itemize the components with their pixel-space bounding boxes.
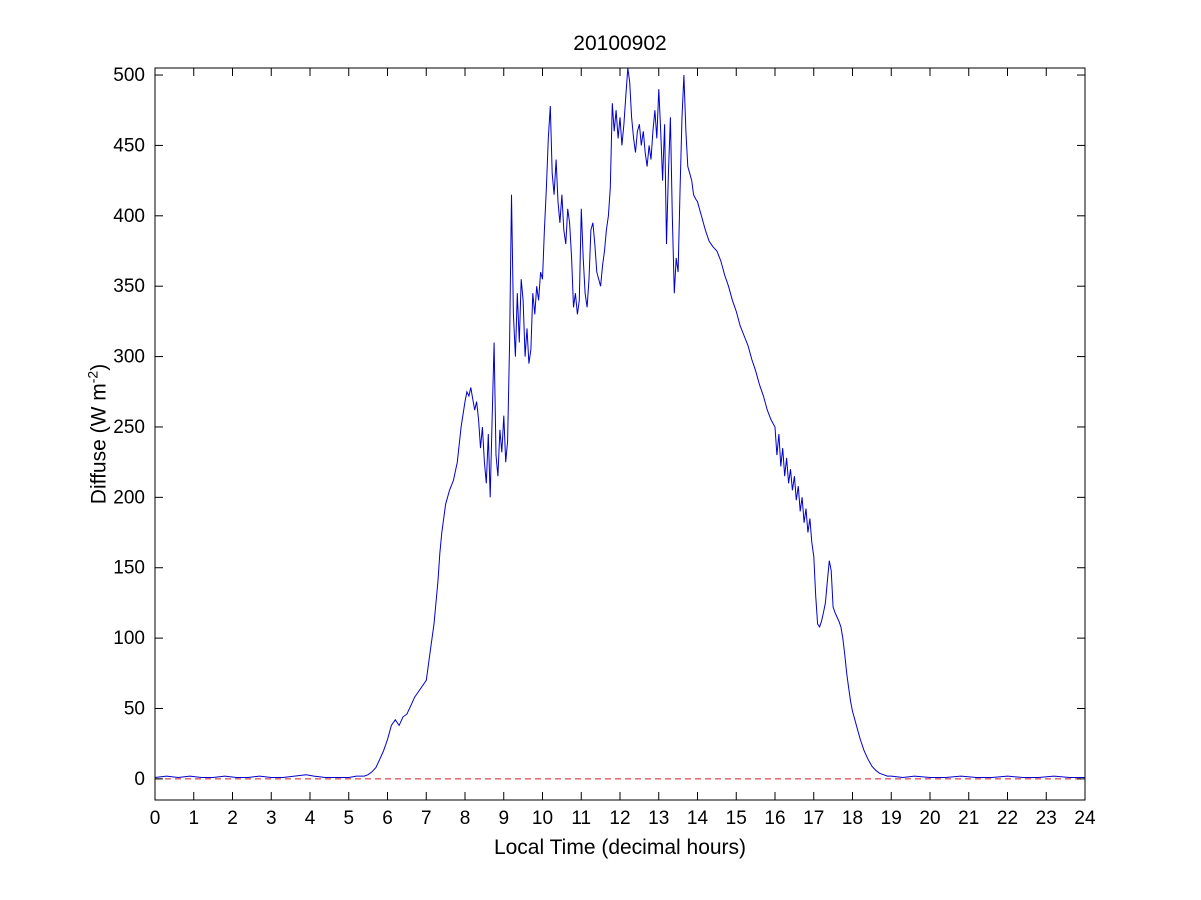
y-tick-label: 250: [113, 417, 145, 438]
x-tick-label: 4: [305, 808, 316, 829]
series-line-diffuse-irradiance: [154, 67, 1085, 779]
x-tick-label: 10: [532, 808, 553, 829]
x-tick-label: 21: [958, 808, 979, 829]
y-tick-label: 50: [124, 699, 145, 720]
x-tick-label: 20: [919, 808, 940, 829]
x-tick-label: 24: [1074, 808, 1096, 829]
x-tick-label: 13: [648, 808, 669, 829]
y-tick-label: 450: [113, 135, 145, 156]
x-tick-label: 6: [382, 808, 393, 829]
x-tick-label: 2: [227, 808, 238, 829]
x-tick-label: 1: [188, 808, 199, 829]
y-tick-label: 400: [113, 206, 145, 227]
x-axis-label: Local Time (decimal hours): [493, 836, 747, 859]
x-tick-label: 9: [498, 808, 509, 829]
y-tick-label: 0: [134, 769, 145, 790]
y-tick-label: 200: [113, 487, 145, 508]
x-tick-label: 23: [1036, 808, 1057, 829]
x-tick-label: 12: [609, 808, 630, 829]
x-tick-label: 7: [421, 808, 432, 829]
chart-title: 20100902: [573, 32, 667, 55]
y-tick-label: 100: [113, 628, 145, 649]
x-tick-label: 16: [764, 808, 785, 829]
y-tick-label: 300: [113, 347, 145, 368]
axes-box: [154, 67, 1086, 801]
x-tick-label: 3: [266, 808, 277, 829]
x-tick-label: 18: [842, 808, 863, 829]
x-tick-label: 0: [150, 808, 161, 829]
x-tick-label: 11: [571, 808, 591, 829]
x-tick-label: 5: [343, 808, 354, 829]
x-tick-label: 15: [726, 808, 747, 829]
y-tick-label: 150: [113, 558, 145, 579]
y-tick-label: 350: [113, 276, 145, 297]
x-tick-label: 8: [460, 808, 471, 829]
y-tick-label: 500: [113, 65, 145, 86]
x-tick-label: 22: [997, 808, 1018, 829]
x-tick-label: 14: [687, 808, 709, 829]
x-tick-label: 17: [803, 808, 824, 829]
x-tick-label: 19: [881, 808, 902, 829]
